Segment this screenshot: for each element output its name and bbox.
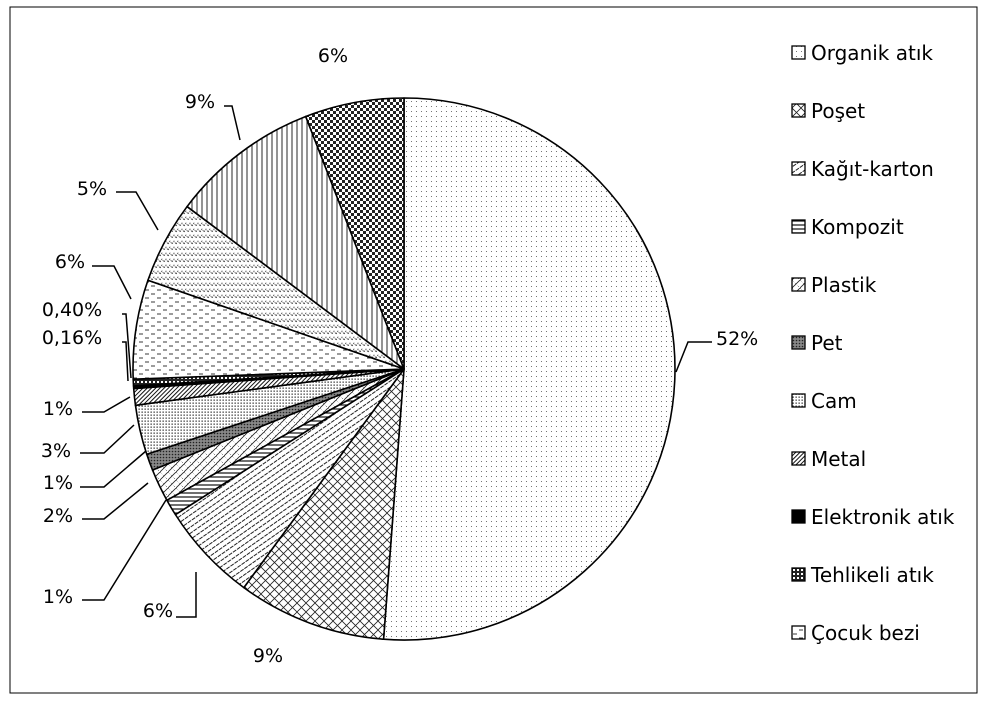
- legend-label-10: Tehlikeli atık: [810, 563, 934, 587]
- pie-slices: [132, 97, 676, 641]
- legend-swatch-7: [791, 393, 806, 408]
- leader-line-12: [116, 191, 159, 231]
- data-label-4: 1%: [43, 586, 73, 608]
- legend-label-1: Organik atık: [811, 41, 933, 65]
- data-label-13: 9%: [185, 91, 215, 113]
- leader-line-11: [92, 265, 132, 300]
- legend-label-6: Pet: [811, 331, 843, 355]
- legend-swatch-8: [791, 451, 806, 466]
- legend-swatch-4: [791, 219, 806, 234]
- legend-label-5: Plastik: [811, 273, 877, 297]
- data-label-3: 6%: [143, 600, 173, 622]
- data-label-6: 1%: [43, 472, 73, 494]
- leader-line-6: [80, 450, 147, 488]
- legend-label-7: Cam: [811, 389, 857, 413]
- data-label-10: 0,40%: [42, 299, 102, 321]
- legend-swatch-11: [791, 625, 806, 640]
- data-labels: 52% 9% 6% 1% 2% 1% 3% 1% 0,16% 0,40% 6% 5% 9% 6%: [41, 45, 758, 667]
- legend-label-11: Çocuk bezi: [811, 621, 920, 645]
- pie-slice-13: [186, 115, 405, 370]
- legend-swatch-9: [791, 509, 806, 524]
- data-label-14: 6%: [318, 45, 348, 67]
- data-label-12: 5%: [77, 178, 107, 200]
- legend: Organik atık Poşet Kağıt-karton Kompozit Pla…: [791, 41, 955, 645]
- leader-line-3: [176, 572, 197, 618]
- legend-label-8: Metal: [811, 447, 866, 471]
- data-label-8: 1%: [43, 398, 73, 420]
- leader-line-8: [82, 396, 131, 413]
- data-label-5: 2%: [43, 505, 73, 527]
- leader-line-10: [122, 313, 132, 379]
- legend-swatch-2: [791, 103, 806, 118]
- data-label-11: 6%: [55, 251, 85, 273]
- pie-slice-1: [382, 97, 676, 641]
- leader-line-9: [122, 341, 129, 382]
- leader-line-13: [224, 105, 241, 141]
- data-label-2: 9%: [253, 645, 283, 667]
- legend-swatch-5: [791, 277, 806, 292]
- leader-line-7: [80, 424, 135, 454]
- pie-slice-2: [243, 368, 405, 641]
- data-label-9: 0,16%: [42, 327, 102, 349]
- legend-swatch-6: [791, 335, 806, 350]
- leader-line-5: [82, 482, 149, 520]
- legend-swatch-3: [791, 161, 806, 176]
- legend-label-9: Elektronik atık: [811, 505, 955, 529]
- legend-label-2: Poşet: [811, 99, 865, 123]
- leader-lines: [80, 105, 712, 618]
- leader-line-4: [82, 499, 167, 601]
- legend-swatch-1: [791, 45, 806, 60]
- legend-swatch-10: [791, 567, 806, 582]
- pie-slice-14: [304, 97, 405, 370]
- legend-label-4: Kompozit: [811, 215, 904, 239]
- legend-label-3: Kağıt-karton: [811, 157, 934, 181]
- leader-line-1: [675, 341, 712, 373]
- data-label-1: 52%: [716, 328, 758, 350]
- data-label-7: 3%: [41, 440, 71, 462]
